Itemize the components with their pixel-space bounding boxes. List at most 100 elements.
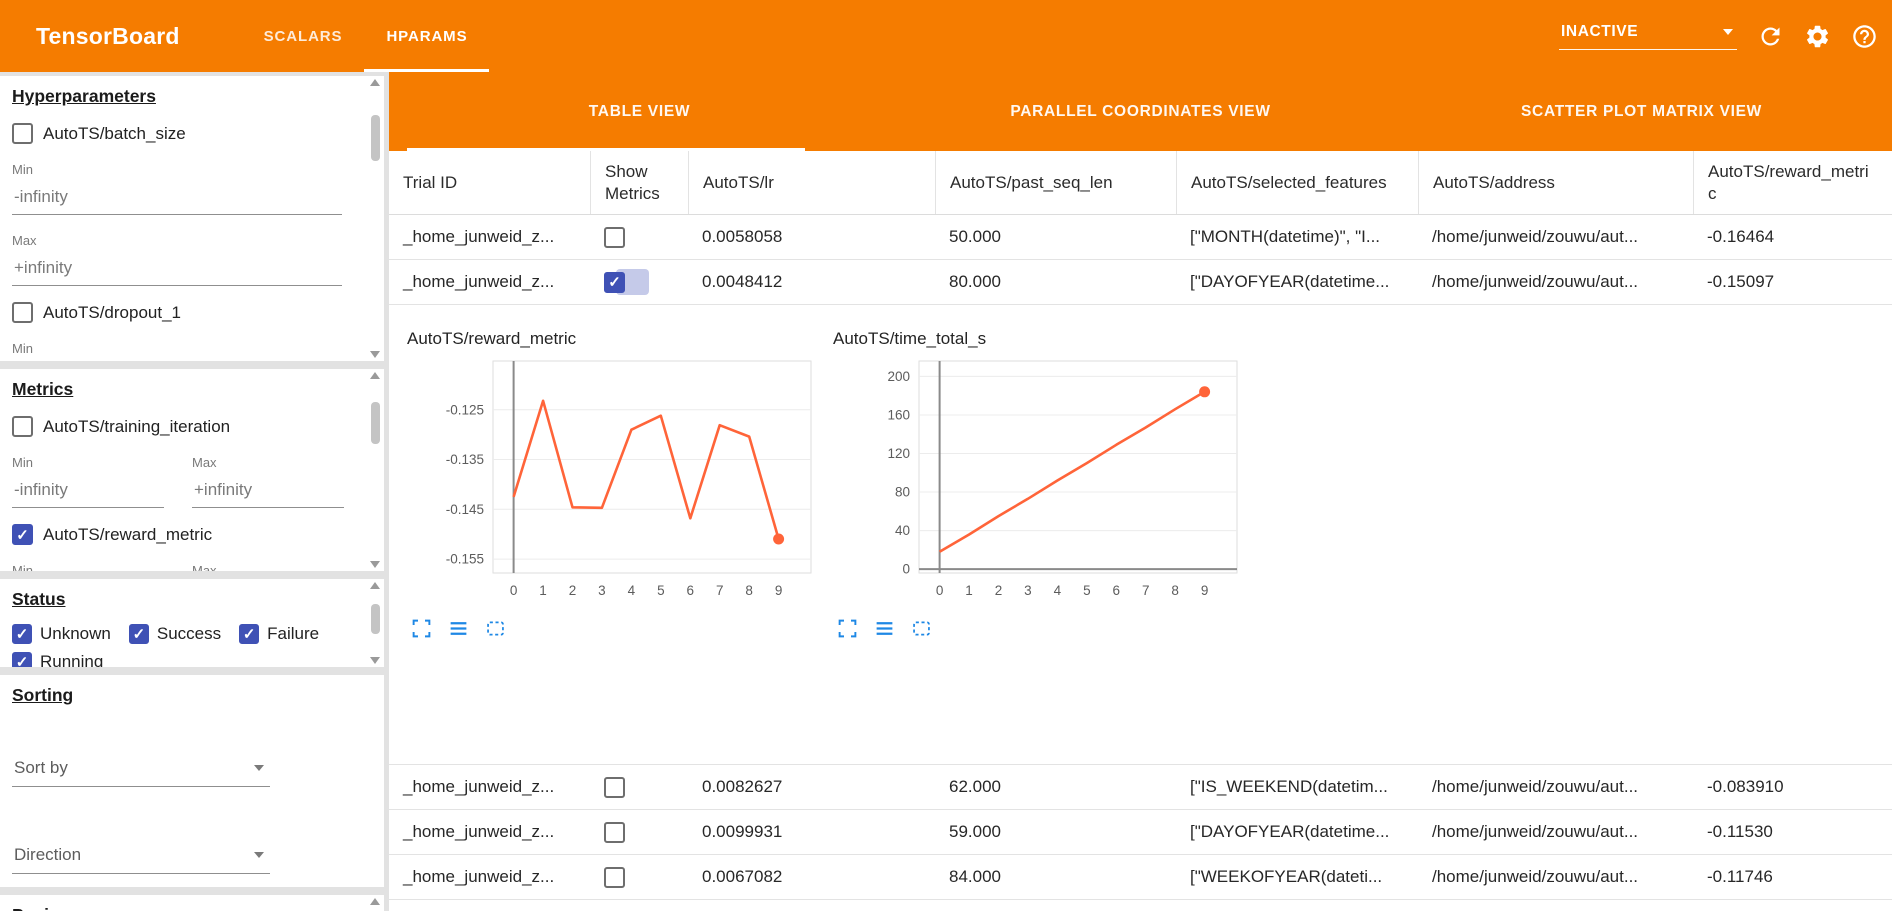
scroll-up-icon[interactable] [370,79,380,86]
max-input[interactable]: +infinity [192,470,344,508]
dropout-label: AutoTS/dropout_1 [43,302,181,322]
expand-chart-icon[interactable] [837,618,858,639]
svg-text:0: 0 [510,583,518,598]
run-status-dropdown[interactable]: INACTIVE [1559,23,1737,50]
view-tabs: TABLE VIEW PARALLEL COORDINATES VIEW SCA… [389,72,1892,151]
settings-icon[interactable] [1804,23,1831,50]
cell-selected-features: ["DAYOFYEAR(datetime... [1190,272,1390,291]
show-metrics-checkbox[interactable] [604,776,625,798]
fit-view-icon[interactable] [485,618,506,639]
cell-trial-id: _home_junweid_z... [403,272,555,291]
metric-training-iteration-row[interactable]: AutoTS/training_iteration [12,416,354,437]
scrollbar[interactable] [369,582,382,664]
min-label: Min [12,162,33,177]
batch-size-checkbox[interactable] [12,123,33,144]
scroll-down-icon[interactable] [370,351,380,358]
tab-scalars[interactable]: SCALARS [263,27,343,45]
scroll-up-icon[interactable] [370,898,380,905]
running-checkbox[interactable] [12,652,32,667]
metric-reward-metric-row[interactable]: AutoTS/reward_metric [12,524,354,545]
reward-metric-checkbox[interactable] [12,524,33,545]
tab-scatter-plot-matrix-view[interactable]: SCATTER PLOT MATRIX VIEW [1521,102,1762,120]
data-table-icon[interactable] [448,618,469,639]
scrollbar-thumb[interactable] [371,115,380,161]
cell-address: /home/junweid/zouwu/aut... [1432,777,1639,796]
fit-view-icon[interactable] [911,618,932,639]
scroll-up-icon[interactable] [370,372,380,379]
cell-reward-metric: -0.083910 [1707,777,1784,796]
scrollbar-thumb[interactable] [371,402,380,444]
help-icon[interactable] [1851,23,1878,50]
metrics-section: Metrics AutoTS/training_iteration Min -i… [0,369,384,571]
table-row: _home_junweid_z... 0.0099931 59.000 ["DA… [389,810,1892,855]
show-metrics-checkbox[interactable] [604,821,625,843]
column-header-reward-metric: AutoTS/reward_metric [1693,151,1889,214]
cell-past-seq-len: 62.000 [949,777,1001,796]
cell-show-metrics [590,765,688,809]
hparam-batch-size-row[interactable]: AutoTS/batch_size [12,123,354,144]
tab-parallel-coordinates-view[interactable]: PARALLEL COORDINATES VIEW [1010,102,1271,120]
main-nav-tabs: SCALARS HPARAMS [242,0,490,72]
hparam-dropout-row[interactable]: AutoTS/dropout_1 [12,302,354,323]
table-row: _home_junweid_z... 0.0067082 84.000 ["WE… [389,855,1892,900]
reward-metric-label: AutoTS/reward_metric [43,524,213,544]
max-input[interactable]: +infinity [12,248,342,286]
unknown-checkbox[interactable] [12,624,32,644]
refresh-icon[interactable] [1757,23,1784,50]
table-row: _home_junweid_z... 0.0048412 80.000 ["DA… [389,260,1892,305]
svg-text:80: 80 [895,485,910,500]
status-section: Status Unknown Success Failure Running [0,579,384,667]
failure-checkbox[interactable] [239,624,260,644]
direction-select[interactable]: Direction [12,845,270,874]
show-metrics-checkbox[interactable] [604,226,625,248]
status-heading: Status [12,589,66,609]
dropout-checkbox[interactable] [12,302,33,323]
tab-table-view[interactable]: TABLE VIEW [389,72,890,151]
tab-hparams[interactable]: HPARAMS [364,0,489,72]
scroll-up-icon[interactable] [370,582,380,589]
sort-by-select[interactable]: Sort by [12,758,270,787]
training-iteration-checkbox[interactable] [12,416,33,437]
chart-title: AutoTS/reward_metric [407,329,577,348]
svg-text:0: 0 [936,583,944,598]
svg-text:1: 1 [965,583,973,598]
cell-show-metrics [590,215,688,259]
scrollbar[interactable] [369,79,382,358]
scroll-down-icon[interactable] [370,657,380,664]
scrollbar[interactable] [369,898,382,908]
status-unknown[interactable]: Unknown [12,624,111,644]
svg-text:5: 5 [1083,583,1091,598]
scroll-down-icon[interactable] [370,561,380,568]
cell-address: /home/junweid/zouwu/aut... [1432,867,1639,886]
min-label: Min [12,563,33,571]
expand-chart-icon[interactable] [411,618,432,639]
training-iteration-label: AutoTS/training_iteration [43,416,231,436]
svg-text:-0.135: -0.135 [446,452,484,467]
chevron-down-icon [254,852,264,858]
svg-text:4: 4 [628,583,636,598]
svg-text:0: 0 [902,562,910,577]
svg-text:1: 1 [539,583,547,598]
show-metrics-checkbox[interactable] [604,866,625,888]
data-table-icon[interactable] [874,618,895,639]
scrollbar-thumb[interactable] [371,604,380,634]
failure-label: Failure [267,624,320,643]
min-input[interactable]: -infinity [12,177,342,215]
min-input[interactable]: -infinity [12,470,164,508]
status-success[interactable]: Success [128,624,221,644]
svg-text:5: 5 [657,583,665,598]
direction-label: Direction [14,845,82,864]
header-actions: INACTIVE [1559,23,1892,50]
svg-text:2: 2 [569,583,577,598]
scrollbar[interactable] [369,372,382,568]
status-running[interactable]: Running [12,652,103,667]
status-failure[interactable]: Failure [239,624,319,644]
column-header-lr: AutoTS/lr [688,151,935,214]
success-checkbox[interactable] [128,624,149,644]
column-header-trial-id: Trial ID [403,172,458,192]
svg-text:160: 160 [887,407,910,422]
cell-trial-id: _home_junweid_z... [403,867,555,886]
cell-selected-features: ["MONTH(datetime)", "I... [1190,227,1381,246]
show-metrics-checkbox[interactable] [604,271,625,293]
max-label: Max [192,563,217,571]
